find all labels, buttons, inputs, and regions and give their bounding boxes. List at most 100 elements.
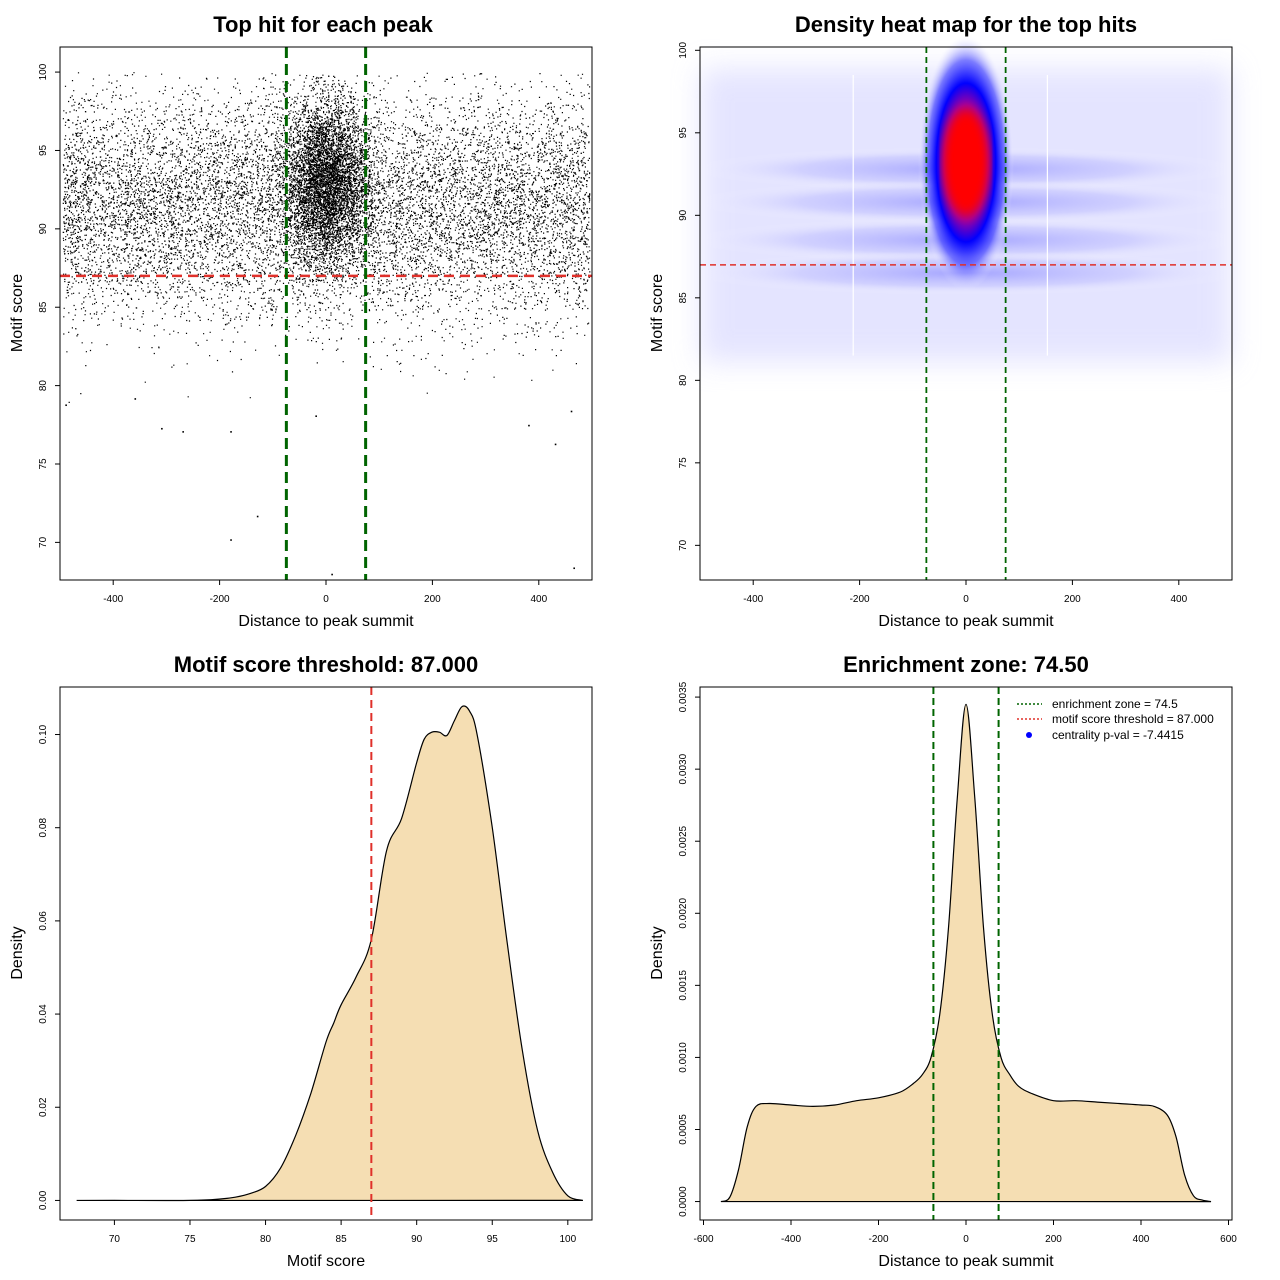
distance-density-y-tick-label: 0.0005 [678,1114,689,1145]
score-density-x-tick-label: 80 [260,1234,272,1245]
heatmap-hotspot-core [944,110,988,215]
score-density-title: Motif score threshold: 87.000 [174,652,478,677]
score-density-y-tick-label: 0.04 [38,1004,49,1024]
scatter-y-tick-label: 90 [38,223,49,235]
scatter-x-tick-label: -200 [210,594,230,605]
distance-density-x-ticks: -600 -400 -200 0 200 400 600 [693,1220,1237,1245]
scatter-y-tick-label: 95 [38,144,49,156]
distance-density-panel: Enrichment zone: 74.50 -600 -400 -200 0 200 4… [649,652,1237,1270]
scatter-y-ticks: 70 75 80 85 90 95 100 [38,63,60,548]
scatter-panel: Top hit for each peak -400 -200 0 200 400 70… [9,12,593,630]
score-density-y-tick-label: 0.06 [38,911,49,931]
distance-density-y-label: Density [649,926,666,979]
score-density-y-tick-label: 0.00 [38,1190,49,1210]
distance-density-y-tick-label: 0.0025 [678,825,689,856]
distance-density-y-tick-label: 0.0020 [678,898,689,929]
score-density-x-tick-label: 70 [109,1234,121,1245]
scatter-point [554,443,557,446]
heatmap-x-ticks: -400 -200 0 200 400 [743,580,1188,605]
distance-legend: enrichment zone = 74.5 motif score thres… [1017,697,1214,742]
distance-density-x-tick-label: -600 [693,1234,713,1245]
scatter-x-tick-label: 400 [530,594,547,605]
score-density-frame [59,686,593,1221]
score-density-y-tick-label: 0.10 [38,724,49,744]
score-density-x-tick-label: 95 [487,1234,499,1245]
heatmap-density [689,34,1243,363]
score-density-x-tick-label: 75 [184,1234,196,1245]
distance-density-x-label: Distance to peak summit [878,1253,1054,1270]
scatter-y-tick-label: 75 [38,458,49,470]
heatmap-y-tick-label: 80 [678,374,689,386]
score-density-x-ticks: 70 75 80 85 90 95 100 [109,1220,577,1245]
distance-density-area [720,703,1212,1203]
distance-density-frame [699,686,1233,1221]
score-density-x-tick-label: 85 [336,1234,348,1245]
scatter-title: Top hit for each peak [213,12,433,37]
scatter-point [315,415,317,417]
scatter-point [570,410,573,413]
scatter-point [230,431,232,433]
scatter-point [528,424,530,427]
heatmap-y-tick-label: 75 [678,457,689,469]
legend-point-centrality [1026,732,1032,738]
score-density-x-tick-label: 90 [411,1234,423,1245]
score-density-y-tick-label: 0.08 [38,818,49,838]
legend-label-enrichment-zone: enrichment zone = 74.5 [1052,697,1178,711]
scatter-x-label: Distance to peak summit [238,613,414,630]
distance-density-x-tick-label: 0 [963,1234,969,1245]
heatmap-x-tick-label: -200 [850,594,870,605]
distance-density-y-ticks: 0.0000 0.0005 0.0010 0.0015 0.0020 0.0025 0.00… [678,681,700,1217]
scatter-x-ticks: -400 -200 0 200 400 [103,580,548,605]
legend-label-centrality: centrality p-val = -7.4415 [1052,728,1184,742]
scatter-point [134,398,137,400]
score-density-area [76,705,584,1202]
heatmap-y-tick-label: 85 [678,292,689,304]
heatmap-y-ticks: 70 75 80 85 90 95 100 [678,42,700,551]
distance-density-x-tick-label: 200 [1045,1234,1062,1245]
heatmap-x-label: Distance to peak summit [878,613,1054,630]
heatmap-frame [699,46,1233,581]
scatter-point-cloud [62,72,591,403]
distance-density-y-tick-label: 0.0010 [678,1042,689,1073]
scatter-x-tick-label: 200 [424,594,441,605]
scatter-point [161,427,163,430]
heatmap-x-tick-label: 0 [963,594,969,605]
score-density-y-ticks: 0.00 0.02 0.04 0.06 0.08 0.10 [38,724,60,1210]
scatter-point [573,567,575,570]
heatmap-panel: Density heat map for the top hits -400 -2… [649,12,1243,630]
distance-density-y-tick-label: 0.0035 [678,681,689,712]
scatter-x-tick-label: 0 [323,594,329,605]
distance-density-x-tick-label: -200 [868,1234,888,1245]
heatmap-x-tick-label: -400 [743,594,763,605]
scatter-point [331,573,333,576]
heatmap-x-tick-label: 400 [1170,594,1187,605]
scatter-frame [59,46,593,581]
score-density-y-tick-label: 0.02 [38,1097,49,1117]
heatmap-title: Density heat map for the top hits [795,12,1137,37]
distance-density-y-tick-label: 0.0030 [678,753,689,784]
heatmap-y-label: Motif score [649,274,666,352]
scatter-point [65,404,67,407]
heatmap-x-tick-label: 200 [1064,594,1081,605]
scatter-y-tick-label: 100 [38,63,49,80]
scatter-point [230,539,232,541]
distance-density-title: Enrichment zone: 74.50 [843,652,1089,677]
score-density-panel: Motif score threshold: 87.000 70 75 80 85 90… [9,652,593,1270]
distance-density-y-tick-label: 0.0015 [678,970,689,1001]
scatter-x-tick-label: -400 [103,594,123,605]
scatter-point [182,431,184,433]
scatter-y-tick-label: 85 [38,301,49,313]
distance-density-x-tick-label: 600 [1220,1234,1237,1245]
distance-density-x-tick-label: 400 [1133,1234,1150,1245]
score-density-y-label: Density [9,926,26,979]
scatter-y-tick-label: 80 [38,380,49,392]
scatter-point [256,515,259,518]
heatmap-y-tick-label: 95 [678,127,689,139]
scatter-y-label: Motif score [9,274,26,352]
score-density-x-tick-label: 100 [559,1234,576,1245]
heatmap-y-tick-label: 90 [678,209,689,221]
distance-density-y-tick-label: 0.0000 [678,1186,689,1217]
heatmap-y-tick-label: 100 [678,42,689,59]
heatmap-y-tick-label: 70 [678,539,689,551]
